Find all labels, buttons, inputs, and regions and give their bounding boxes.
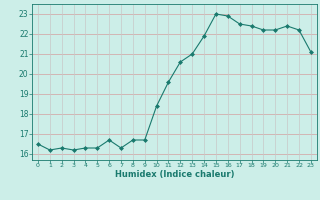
X-axis label: Humidex (Indice chaleur): Humidex (Indice chaleur) [115, 170, 234, 179]
